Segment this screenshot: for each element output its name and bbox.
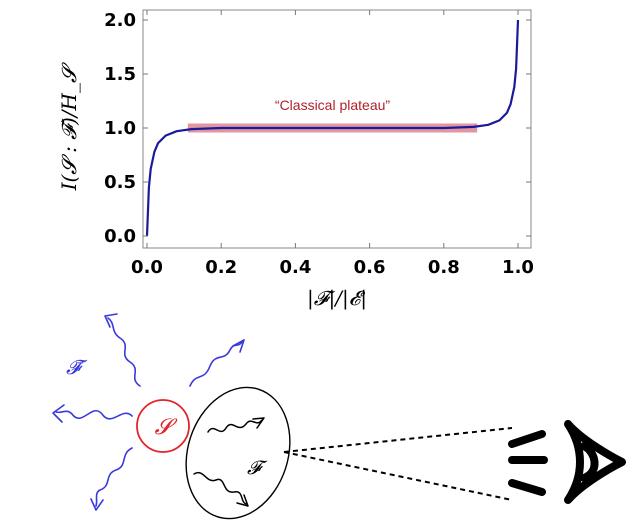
y-tick-label: 0.0	[104, 226, 136, 247]
x-tick-label: 0.8	[428, 257, 460, 278]
x-tick-label: 0.4	[279, 257, 311, 278]
fragment-photon-upper	[207, 419, 263, 433]
observation-lines	[283, 427, 513, 501]
eye-ray-upper	[508, 430, 546, 448]
photon-arrow-top-left	[107, 317, 141, 387]
series-line	[145, 19, 520, 237]
environment-photons	[52, 313, 245, 511]
y-axis-label: I(𝓢 : 𝓕)/H_𝓢	[57, 62, 81, 191]
mutual-information-chart: 0.0 0.2 0.4 0.6 0.8 1.0 0.0 0.5 1.0 1.5 2.0 “Class…	[57, 9, 534, 311]
observation-line-upper	[283, 427, 513, 453]
observation-line-lower	[283, 451, 513, 501]
system-label: 𝓢	[154, 415, 177, 440]
eye-outline	[564, 420, 626, 504]
fragment-photons	[193, 417, 265, 507]
eye-pupil	[580, 442, 599, 482]
y-tick-label: 2.0	[104, 10, 136, 31]
quantum-darwinism-diagram: 𝓕̄ 𝓢 𝓕	[52, 313, 626, 520]
system-circle	[136, 399, 190, 453]
x-tick-label: 0.2	[205, 257, 237, 278]
environment-complement-label: 𝓕̄	[66, 355, 88, 379]
observer-eye-icon	[508, 420, 626, 504]
x-tick-label: 0.6	[354, 257, 386, 278]
eye-ray-lower	[508, 479, 546, 496]
y-tick-label: 0.5	[104, 172, 136, 193]
fragment-label: 𝓕	[247, 457, 268, 479]
photon-arrow-top-right	[189, 341, 243, 387]
photon-arrow-left	[55, 410, 133, 420]
photon-arrowhead-left	[52, 404, 65, 423]
photon-arrowhead-top-right	[232, 339, 245, 353]
y-tick-label: 1.0	[104, 118, 136, 139]
photon-arrowhead-top-left	[104, 313, 118, 328]
classical-plateau-annotation: “Classical plateau”	[275, 97, 390, 113]
plot-frame	[142, 9, 532, 249]
x-tick-label: 1.0	[502, 257, 534, 278]
x-axis-label: |𝓕|/|𝓔|	[307, 286, 367, 311]
x-tick-label: 0.0	[131, 257, 163, 278]
photon-arrowhead-bottom-left	[90, 498, 104, 511]
photon-arrow-bottom-left	[95, 447, 133, 507]
y-tick-label: 1.5	[104, 64, 136, 85]
fragment-arrowhead-upper	[252, 417, 265, 429]
fragment-arrowhead-lower	[236, 494, 249, 507]
fragment-ellipse	[185, 386, 291, 520]
fragment-photon-lower	[193, 471, 247, 505]
